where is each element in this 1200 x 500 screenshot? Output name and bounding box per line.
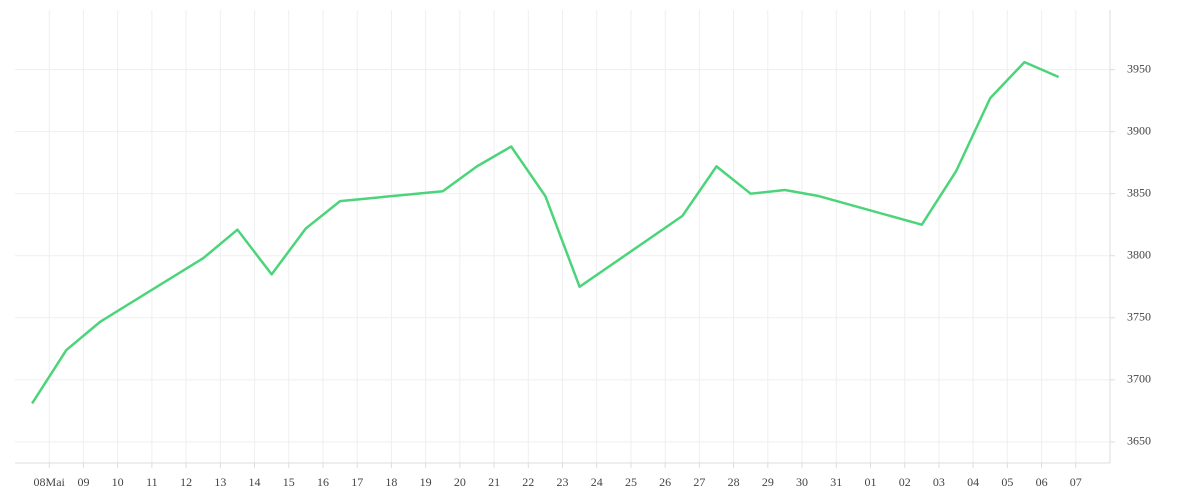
x-tick-label: 14 [249, 475, 261, 489]
x-tick-label: 19 [420, 475, 432, 489]
y-tick-label: 3850 [1127, 185, 1151, 199]
y-tick-label: 3950 [1127, 61, 1151, 75]
x-tick-label: 07 [1070, 475, 1082, 489]
x-tick-label: 27 [693, 475, 705, 489]
x-tick-label: 08Mai [34, 475, 66, 489]
y-tick-label: 3900 [1127, 123, 1151, 137]
y-tick-label: 3700 [1127, 372, 1151, 386]
x-tick-label: 26 [659, 475, 671, 489]
x-tick-label: 11 [146, 475, 158, 489]
x-tick-label: 31 [830, 475, 842, 489]
x-tick-label: 01 [864, 475, 876, 489]
x-tick-label: 23 [557, 475, 569, 489]
y-tick-label: 3650 [1127, 434, 1151, 448]
x-tick-label: 25 [625, 475, 637, 489]
line [31, 60, 1060, 405]
x-tick-label: 22 [522, 475, 534, 489]
x-tick-label: 28 [728, 475, 740, 489]
x-tick-label: 29 [762, 475, 774, 489]
x-tick-label: 06 [1036, 475, 1048, 489]
y-tick-label: 3800 [1127, 247, 1151, 261]
x-tick-label: 15 [283, 475, 295, 489]
x-tick-label: 10 [112, 475, 124, 489]
x-tick-label: 02 [899, 475, 911, 489]
x-tick-label: 17 [351, 475, 363, 489]
x-tick-label: 13 [214, 475, 226, 489]
x-tick-label: 24 [591, 475, 603, 489]
x-tick-label: 30 [796, 475, 808, 489]
x-tick-label: 21 [488, 475, 500, 489]
x-tick-label: 03 [933, 475, 945, 489]
y-tick-label: 3750 [1127, 310, 1151, 324]
x-tick-label: 16 [317, 475, 329, 489]
x-tick-label: 12 [180, 475, 192, 489]
x-tick-label: 18 [385, 475, 397, 489]
x-tick-label: 20 [454, 475, 466, 489]
x-tick-label: 04 [967, 475, 979, 489]
x-tick-label: 09 [77, 475, 89, 489]
x-tick-label: 05 [1001, 475, 1013, 489]
